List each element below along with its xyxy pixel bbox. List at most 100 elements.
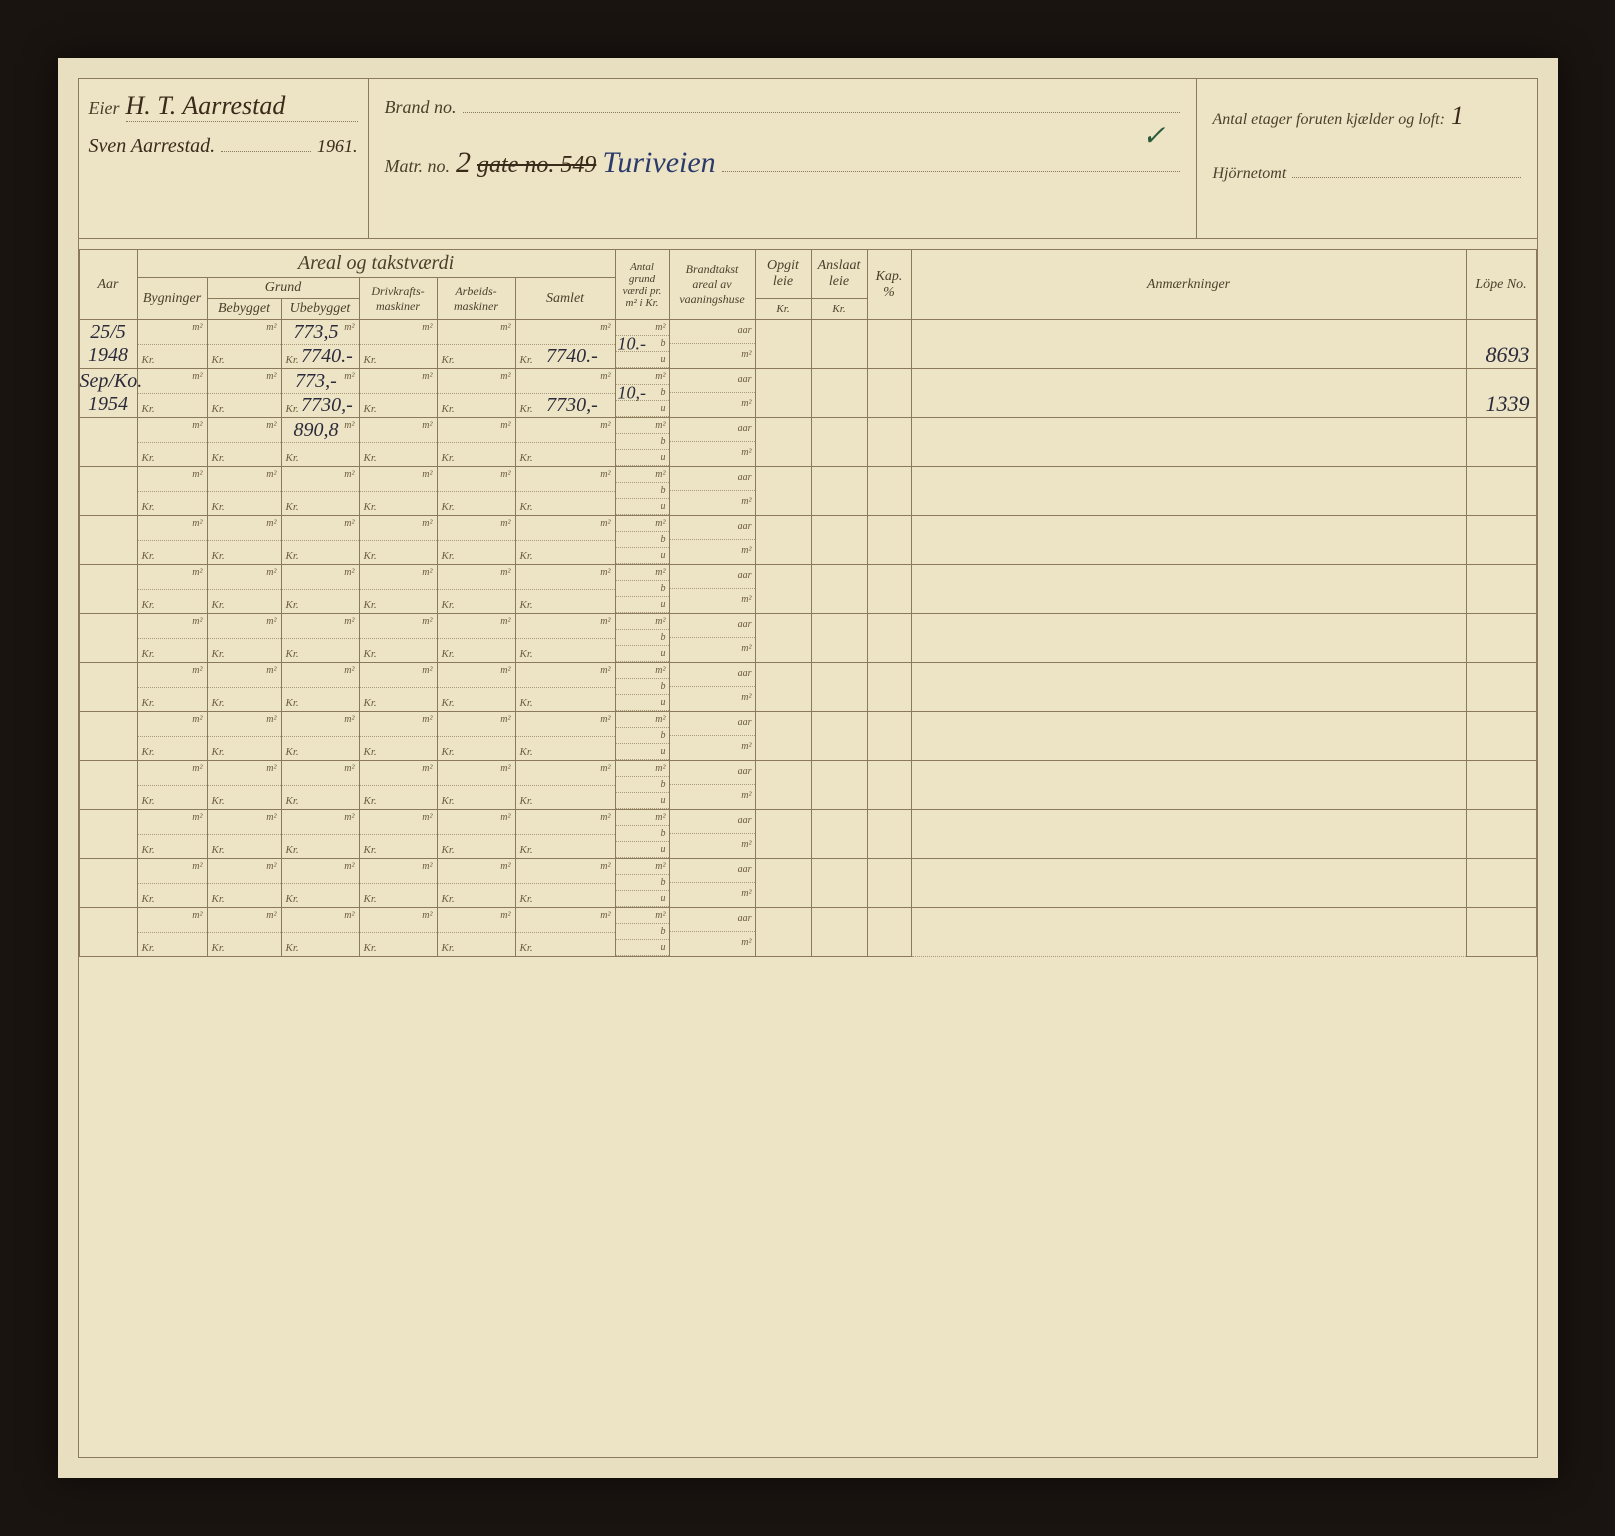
lopeno-cell xyxy=(1466,614,1536,663)
value-cell: m² Kr. xyxy=(359,418,437,467)
opgit-cell xyxy=(755,810,811,859)
value-cell: m² Kr. 773,- 7730,- xyxy=(281,369,359,418)
col-anslaat-unit: Kr. xyxy=(811,299,867,320)
value-cell: m² Kr. xyxy=(437,565,515,614)
anmerk-cell xyxy=(911,761,1466,810)
kap-cell xyxy=(867,320,911,369)
anslaat-cell xyxy=(811,320,867,369)
value-cell: m² Kr. xyxy=(207,369,281,418)
value-cell: m² Kr. xyxy=(359,908,437,957)
antal-etager-value: 1 xyxy=(1451,101,1464,131)
header-matr-box: Brand no. Matr. no. 2 gate no. 549 Turiv… xyxy=(369,79,1197,238)
value-cell: m² Kr. xyxy=(515,516,615,565)
anmerk-cell xyxy=(911,614,1466,663)
value-cell: m² Kr. xyxy=(359,810,437,859)
col-anmerk: Anmærkninger xyxy=(911,250,1466,320)
ledger-table: Aar Areal og takstværdi Antal grund værd… xyxy=(79,249,1537,957)
col-areal-group: Areal og takstværdi xyxy=(137,250,615,278)
opgit-cell xyxy=(755,467,811,516)
col-opgit-unit: Kr. xyxy=(755,299,811,320)
col-ubebygget: Ubebygget xyxy=(281,299,359,320)
value-cell: m² Kr. xyxy=(359,859,437,908)
col-antal-grund: Antal grund værdi pr. m² i Kr. xyxy=(615,250,669,320)
antal-cell: m²bu xyxy=(615,418,669,467)
value-cell: m² Kr. xyxy=(515,418,615,467)
kap-cell xyxy=(867,761,911,810)
value-cell: m² Kr. xyxy=(207,663,281,712)
value-cell: m² Kr. xyxy=(137,418,207,467)
aar-cell xyxy=(79,614,137,663)
aar-cell xyxy=(79,810,137,859)
table-row: m² Kr. m² Kr. m² Kr. m² Kr. m² Kr. xyxy=(79,859,1536,908)
aar-cell xyxy=(79,908,137,957)
anslaat-cell xyxy=(811,418,867,467)
antal-cell: m²bu xyxy=(615,565,669,614)
value-cell: m² Kr. xyxy=(281,467,359,516)
col-anslaat: Anslaat leie xyxy=(811,250,867,299)
antal-cell: m²bu xyxy=(615,908,669,957)
antal-cell: m²bu xyxy=(615,663,669,712)
table-header: Aar Areal og takstværdi Antal grund værd… xyxy=(79,250,1536,320)
kap-cell xyxy=(867,516,911,565)
anmerk-cell xyxy=(911,320,1466,369)
table-row: m² Kr. m² Kr. m² Kr. m² Kr. m² Kr. xyxy=(79,516,1536,565)
aar-cell xyxy=(79,418,137,467)
value-cell: m² Kr. xyxy=(137,761,207,810)
kap-cell xyxy=(867,467,911,516)
opgit-cell xyxy=(755,369,811,418)
brandtakst-cell: aarm² xyxy=(669,565,755,614)
value-cell: m² Kr. xyxy=(437,369,515,418)
table-row: m² Kr. m² Kr. m² Kr. m² Kr. m² Kr. xyxy=(79,663,1536,712)
value-cell: m² Kr. xyxy=(207,320,281,369)
anslaat-cell xyxy=(811,712,867,761)
kap-cell xyxy=(867,565,911,614)
lopeno-cell xyxy=(1466,810,1536,859)
value-cell: m² Kr. xyxy=(207,810,281,859)
eier-label: Eier xyxy=(89,98,120,119)
antal-cell: m²bu xyxy=(615,516,669,565)
opgit-cell xyxy=(755,565,811,614)
kap-cell xyxy=(867,369,911,418)
header-section: Eier H. T. Aarrestad Sven Aarrestad. 196… xyxy=(79,79,1537,239)
antal-cell: m²bu 10.- xyxy=(615,320,669,369)
value-cell: m² Kr. xyxy=(137,810,207,859)
antal-cell: m²bu xyxy=(615,761,669,810)
lopeno-cell xyxy=(1466,761,1536,810)
aar-cell xyxy=(79,859,137,908)
aar-cell xyxy=(79,516,137,565)
brandtakst-cell: aarm² xyxy=(669,761,755,810)
matrno-label: Matr. no. xyxy=(385,156,451,177)
opgit-cell xyxy=(755,320,811,369)
brandtakst-cell: aarm² xyxy=(669,467,755,516)
scanned-page: Eier H. T. Aarrestad Sven Aarrestad. 196… xyxy=(58,58,1558,1478)
anslaat-cell xyxy=(811,663,867,712)
kap-cell xyxy=(867,712,911,761)
value-cell: m² Kr. xyxy=(359,467,437,516)
anslaat-cell xyxy=(811,516,867,565)
value-cell: m² Kr. xyxy=(437,418,515,467)
value-cell: m² Kr. xyxy=(359,712,437,761)
value-cell: m² Kr. xyxy=(137,614,207,663)
value-cell: m² Kr. xyxy=(281,908,359,957)
value-cell: m² Kr. xyxy=(207,908,281,957)
value-cell: m² Kr. xyxy=(437,614,515,663)
anmerk-cell xyxy=(911,418,1466,467)
eier-year: 1961. xyxy=(317,136,358,157)
col-bebygget: Bebygget xyxy=(207,299,281,320)
col-samlet: Samlet xyxy=(515,278,615,320)
value-cell: m² Kr. xyxy=(359,614,437,663)
brandtakst-cell: aarm² xyxy=(669,908,755,957)
value-cell: m² Kr. xyxy=(281,712,359,761)
anmerk-cell xyxy=(911,908,1466,957)
anmerk-cell xyxy=(911,369,1466,418)
value-cell: m² Kr. xyxy=(359,369,437,418)
value-cell: m² Kr. xyxy=(207,859,281,908)
value-cell: m² Kr. xyxy=(359,320,437,369)
kap-cell xyxy=(867,908,911,957)
brandno-label: Brand no. xyxy=(385,97,457,118)
checkmark-icon: ✓ xyxy=(1142,119,1165,153)
value-cell: m² Kr. xyxy=(437,320,515,369)
table-row: m² Kr. m² Kr. m² Kr. m² Kr. m² Kr. xyxy=(79,908,1536,957)
table-row: m² Kr. m² Kr. m² Kr. m² Kr. m² Kr. xyxy=(79,467,1536,516)
value-cell: m² Kr. xyxy=(515,859,615,908)
